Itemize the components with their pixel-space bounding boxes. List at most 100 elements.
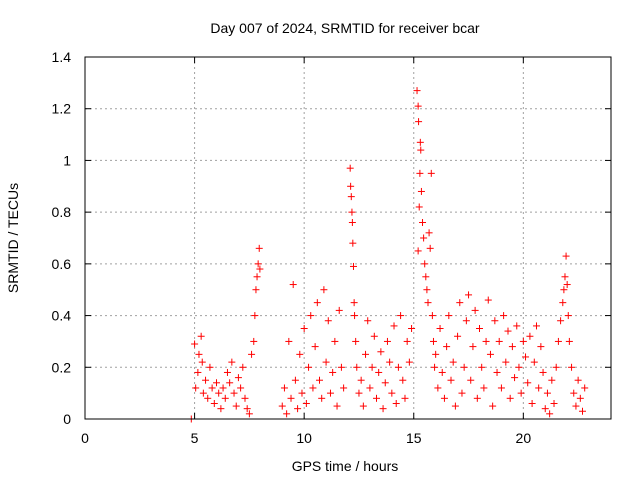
x-tick-label: 15 xyxy=(406,430,422,446)
data-point xyxy=(417,187,425,195)
y-tick-label: 0.4 xyxy=(52,308,72,324)
data-point xyxy=(359,402,367,410)
data-point xyxy=(436,325,444,332)
data-point xyxy=(355,389,363,397)
data-point xyxy=(522,353,530,361)
data-point xyxy=(215,389,223,397)
data-point xyxy=(329,368,337,376)
data-point xyxy=(379,405,387,413)
data-point xyxy=(480,384,488,392)
data-point xyxy=(287,394,295,402)
data-point xyxy=(541,405,549,413)
data-point xyxy=(347,182,355,190)
data-point xyxy=(559,299,567,307)
data-point xyxy=(351,312,359,320)
data-point xyxy=(298,389,306,397)
data-point xyxy=(513,322,521,330)
plot-frame xyxy=(84,56,612,420)
data-point xyxy=(337,363,345,371)
data-point xyxy=(564,312,572,320)
data-point xyxy=(414,102,422,110)
data-point xyxy=(469,343,477,351)
data-point xyxy=(349,262,357,270)
data-point xyxy=(280,384,288,392)
data-point xyxy=(502,358,510,366)
data-point xyxy=(208,384,216,392)
data-point xyxy=(419,218,427,226)
data-point xyxy=(421,260,429,268)
data-point xyxy=(350,299,358,307)
data-point xyxy=(226,379,234,387)
data-point xyxy=(333,402,341,410)
data-point xyxy=(535,384,543,392)
data-point xyxy=(423,286,431,294)
data-point xyxy=(388,389,396,397)
data-point xyxy=(429,337,437,345)
data-point xyxy=(199,389,207,397)
data-point xyxy=(434,384,442,392)
data-point xyxy=(283,410,291,418)
data-point xyxy=(576,394,584,402)
x-tick-label: 10 xyxy=(296,430,312,446)
y-tick-label: 1.4 xyxy=(52,49,72,65)
data-point xyxy=(294,405,302,413)
data-point xyxy=(197,332,205,340)
data-point xyxy=(296,350,304,358)
data-point xyxy=(408,325,416,332)
data-point xyxy=(228,358,236,366)
data-point xyxy=(340,384,348,392)
data-point xyxy=(415,203,423,211)
data-point xyxy=(392,399,400,407)
data-point xyxy=(399,376,407,384)
y-tick-label: 0.2 xyxy=(52,359,72,375)
data-point xyxy=(352,337,360,345)
data-point xyxy=(447,376,455,384)
data-point xyxy=(415,118,423,126)
data-point xyxy=(248,350,256,358)
data-point xyxy=(456,299,464,307)
data-point xyxy=(449,358,457,366)
data-point xyxy=(424,299,432,307)
data-point xyxy=(397,312,405,320)
data-point xyxy=(322,358,330,366)
data-point xyxy=(285,337,293,345)
data-point xyxy=(230,389,238,397)
data-point xyxy=(353,363,361,371)
data-point xyxy=(528,399,536,407)
data-point xyxy=(255,244,263,252)
data-point xyxy=(568,363,576,371)
data-point xyxy=(561,273,569,281)
data-point xyxy=(508,343,516,351)
data-point xyxy=(506,394,514,402)
data-point xyxy=(489,402,497,410)
data-point xyxy=(386,358,394,366)
data-point xyxy=(347,193,355,201)
y-tick-label: 0.8 xyxy=(52,204,72,220)
y-tick-label: 0.6 xyxy=(52,256,72,272)
data-point xyxy=(252,286,260,294)
data-point xyxy=(401,394,409,402)
data-point xyxy=(539,368,547,376)
data-point xyxy=(428,312,436,320)
data-point xyxy=(504,327,512,335)
data-point xyxy=(331,337,339,345)
data-point xyxy=(422,273,430,281)
data-point xyxy=(377,348,385,356)
data-point xyxy=(425,229,433,237)
data-point xyxy=(451,402,459,410)
data-point xyxy=(368,363,376,371)
data-point xyxy=(438,368,446,376)
data-point xyxy=(524,379,532,387)
data-point xyxy=(241,394,249,402)
data-point xyxy=(471,306,479,314)
data-point xyxy=(462,317,470,325)
data-point xyxy=(370,332,378,340)
data-point xyxy=(493,368,501,376)
data-point xyxy=(372,394,380,402)
data-point xyxy=(383,337,391,345)
data-point xyxy=(349,239,357,247)
data-point xyxy=(484,296,492,304)
data-point xyxy=(390,322,398,330)
data-point xyxy=(245,410,253,418)
